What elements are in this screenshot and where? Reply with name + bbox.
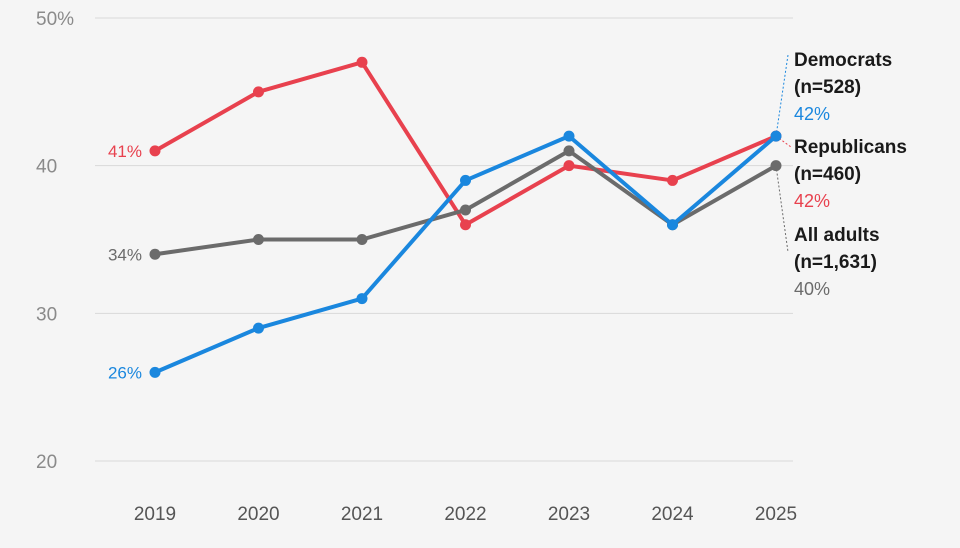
series-line-all-adults (153, 148, 778, 257)
leader-line-all-adults (775, 165, 789, 253)
data-point-democrats-2021 (356, 293, 368, 305)
legend-name-all-adults: All adults (794, 225, 880, 246)
legend-sample-democrats: (n=528) (794, 77, 861, 98)
series-line-republicans (153, 60, 778, 227)
legend-leader-lines (775, 54, 792, 253)
data-point-democrats-2025 (770, 130, 782, 142)
legend-sample-all-adults: (n=1,631) (794, 252, 877, 273)
data-point-republicans-2022 (460, 219, 471, 231)
data-point-all-adults-2019 (149, 248, 161, 260)
data-point-all-adults-2022 (460, 204, 471, 216)
x-tick-label-2021: 2021 (341, 504, 383, 525)
data-point-democrats-2023 (563, 130, 575, 142)
y-tick-label-20: 20 (36, 452, 57, 473)
data-point-all-adults-2021 (356, 234, 368, 245)
x-tick-label-2025: 2025 (755, 504, 797, 525)
data-point-all-adults-2025 (770, 160, 782, 172)
y-tick-label-40: 40 (36, 157, 57, 178)
y-tick-label-30: 30 (36, 304, 57, 325)
gridlines (95, 17, 793, 462)
data-point-democrats-2022 (460, 174, 471, 186)
start-label-all-adults: 34% (108, 245, 142, 264)
series-line-democrats (153, 134, 778, 375)
end-label-democrats: 42% (794, 104, 830, 124)
start-label-democrats: 26% (108, 363, 142, 382)
x-tick-label-2023: 2023 (548, 504, 590, 525)
legend-name-republicans: Republicans (794, 137, 907, 158)
data-point-republicans-2019 (149, 145, 161, 157)
data-point-republicans-2021 (356, 56, 368, 68)
data-point-all-adults-2023 (563, 145, 575, 157)
data-point-democrats-2020 (253, 322, 264, 334)
data-point-democrats-2024 (667, 219, 678, 231)
leader-line-republicans (775, 135, 792, 148)
legend-sample-republicans: (n=460) (794, 164, 861, 185)
end-label-all-adults: 40% (794, 279, 830, 299)
data-point-all-adults-2020 (253, 234, 264, 245)
series-labels: 41% 34% 26% Republicans (n=460) 42% All adults… (108, 50, 907, 382)
x-tick-label-2020: 2020 (237, 504, 279, 525)
data-point-republicans-2023 (563, 160, 575, 172)
x-tick-label-2019: 2019 (134, 504, 176, 525)
x-tick-label-2024: 2024 (651, 504, 694, 525)
leader-line-democrats (775, 54, 789, 137)
x-tick-label-2022: 2022 (444, 504, 486, 525)
legend-name-democrats: Democrats (794, 50, 892, 71)
end-label-republicans: 42% (794, 191, 830, 211)
series-lines (149, 56, 782, 378)
data-point-democrats-2019 (149, 366, 161, 378)
x-axis-ticks: 2019 2020 2021 2022 2023 2024 2025 (134, 504, 797, 525)
y-axis-ticks: 50% 40 30 20 (36, 9, 74, 473)
y-tick-label-50: 50% (36, 9, 74, 30)
data-point-republicans-2024 (667, 174, 678, 186)
start-label-republicans: 41% (108, 142, 142, 161)
data-point-republicans-2020 (253, 86, 264, 98)
